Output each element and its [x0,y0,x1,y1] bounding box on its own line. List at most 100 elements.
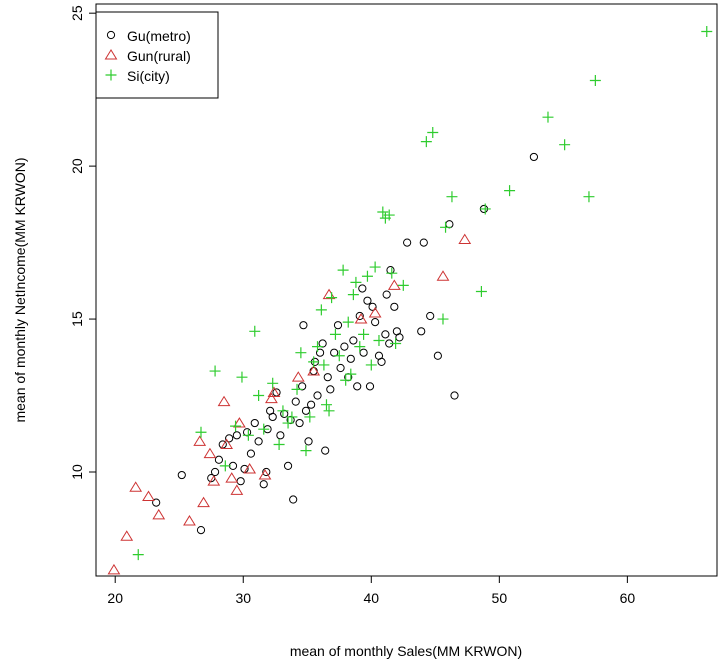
data-point [214,455,224,464]
data-point [426,311,435,321]
data-point [342,316,354,328]
data-point [258,423,270,435]
data-point [381,330,390,339]
data-point [313,391,322,400]
data-point [336,363,345,373]
data-point [233,417,246,428]
data-point [262,467,271,477]
data-point [419,238,428,247]
data-point [358,328,370,340]
data-point [273,438,285,450]
y-tick-label: 10 [69,464,85,480]
data-point [236,477,245,486]
data-point [458,233,472,245]
data-point [312,341,324,353]
legend-entry-label: Gun(rural) [127,48,191,64]
data-point [323,405,335,417]
data-point [450,391,459,400]
y-axis-label: mean of monthly NetIncome(MM KRWON) [12,157,28,422]
data-point [307,400,316,409]
data-point [583,191,595,203]
data-point [437,313,449,325]
data-points [107,26,713,575]
legend-entry-label: Si(city) [127,68,170,84]
data-point [353,382,362,391]
data-point [250,418,259,428]
data-point [349,336,358,345]
data-point [120,530,134,541]
data-point [267,386,281,397]
data-point [504,185,516,197]
data-point [377,357,386,366]
data-point [433,351,442,360]
data-point [232,431,241,440]
data-point [183,514,196,526]
data-point [225,472,239,483]
data-point [259,480,268,489]
data-point [475,286,487,298]
data-point [417,327,426,336]
data-point [340,342,349,351]
data-point [177,470,186,480]
data-point [333,350,345,362]
data-point [258,469,272,480]
series-triangle [107,233,472,575]
data-point [207,475,221,486]
data-point [107,563,121,575]
data-point [529,152,539,162]
data-point [395,333,404,342]
data-point [246,449,256,458]
data-point [368,306,382,318]
data-point [225,434,234,443]
data-point [253,390,265,402]
legend-marker [104,49,118,60]
data-point [326,385,335,394]
data-point [217,395,231,407]
data-point [220,438,233,449]
data-point [304,411,316,423]
data-point [308,356,320,368]
data-point [329,328,341,340]
data-point [210,467,220,477]
data-point [230,420,242,432]
data-point [307,365,321,376]
x-axis-label: mean of monthly Sales(MM KRWON) [290,643,522,659]
data-point [446,191,458,203]
data-point [295,418,304,428]
data-point [152,508,166,520]
data-point [268,412,277,422]
data-point [242,429,254,441]
data-point [397,279,409,291]
data-point [291,397,300,406]
x-tick-label: 60 [620,590,636,606]
data-point [209,365,221,377]
data-point [142,490,155,501]
data-point [300,445,312,457]
data-point [387,279,401,290]
data-point [589,74,601,86]
data-point [219,460,231,472]
data-point [299,321,308,330]
y-tick-label: 25 [69,5,85,21]
series-circle [152,152,539,535]
data-point [321,446,330,455]
data-point [390,302,399,311]
data-point [436,270,450,281]
data-point [340,374,352,386]
data-point [354,341,366,353]
data-point [291,383,303,395]
data-point [347,289,359,301]
data-point [373,334,385,346]
plot-frame [95,3,718,577]
data-point [276,431,285,440]
data-point [193,435,207,446]
data-point [195,426,207,438]
data-point [129,481,143,492]
data-point [382,290,391,299]
data-point [346,354,355,363]
series-plus [132,26,713,561]
data-point [267,377,279,389]
legend-marker [106,30,116,40]
data-point [403,238,412,247]
data-point [359,348,368,357]
